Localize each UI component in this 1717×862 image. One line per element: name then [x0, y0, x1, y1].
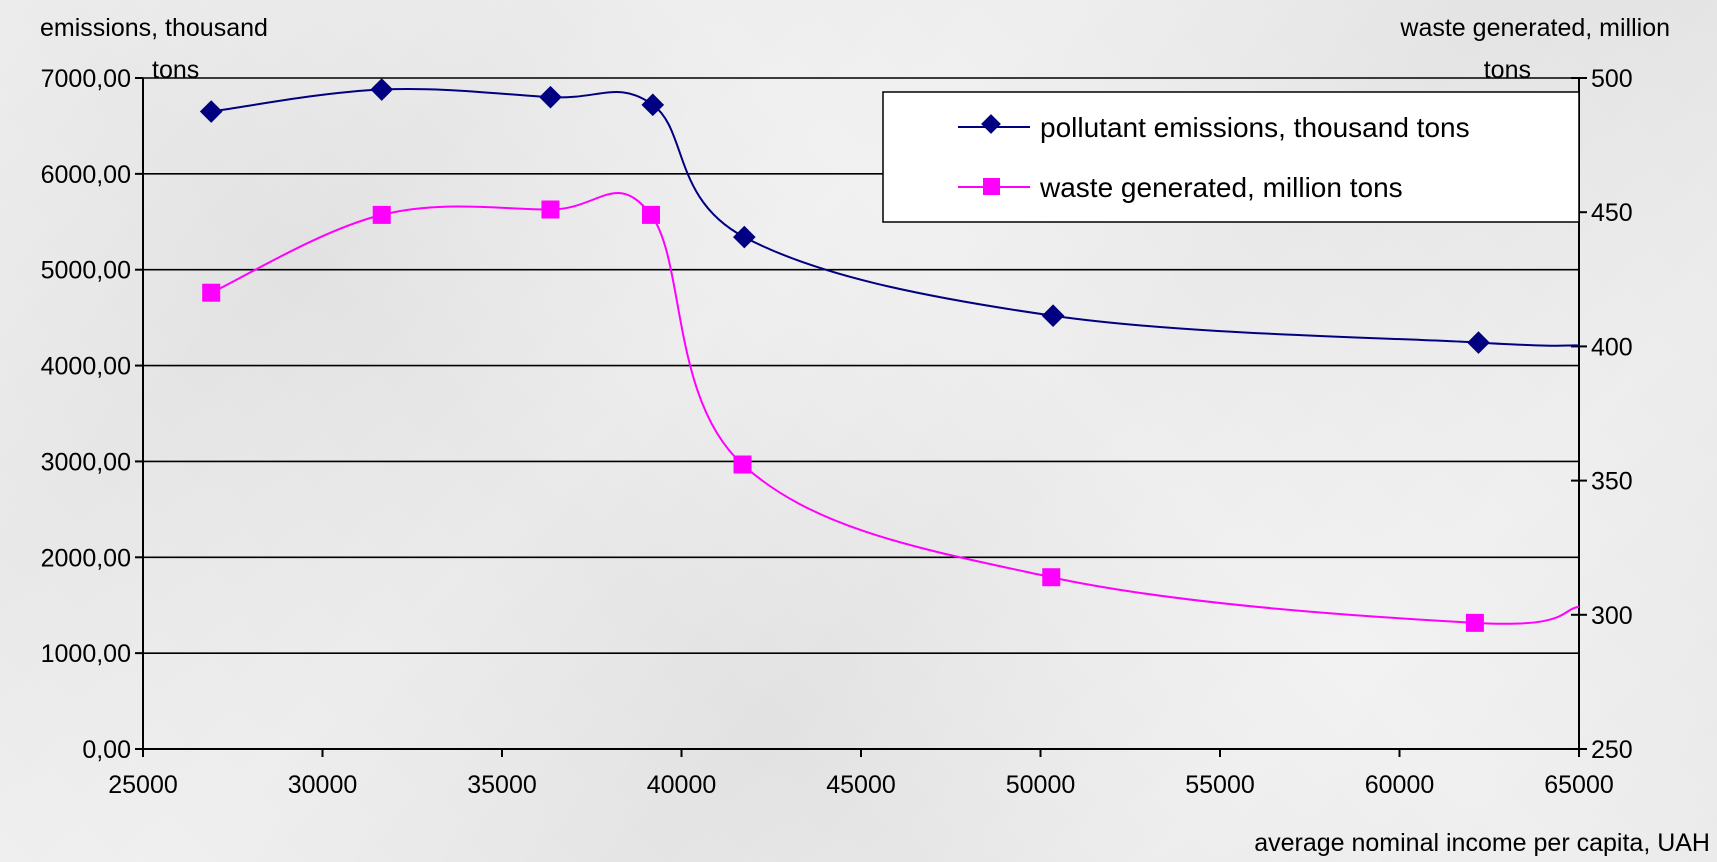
data-point: [539, 85, 562, 109]
x-tick-label: 55000: [1185, 771, 1255, 799]
legend: pollutant emissions, thousand tons waste…: [882, 91, 1580, 223]
legend-label-waste: waste generated, million tons: [1039, 172, 1403, 203]
series-line: [210, 192, 1580, 625]
x-tick-label: 50000: [1006, 771, 1076, 799]
data-point: [1042, 568, 1061, 587]
y-tick-label: 1000,00: [41, 640, 131, 668]
y2-tick-label: 400: [1591, 333, 1633, 361]
y2-tick-label: 350: [1591, 468, 1633, 496]
data-point: [1465, 613, 1484, 632]
x-tick-label: 65000: [1544, 771, 1614, 799]
y-tick-label: 6000,00: [41, 161, 131, 189]
data-point: [370, 78, 394, 101]
x-tick-label: 25000: [108, 771, 178, 799]
data-point: [541, 200, 560, 219]
data-point: [641, 93, 665, 117]
y-tick-label: 2000,00: [41, 544, 131, 572]
series-line: [211, 87, 1580, 347]
x-tick-label: 60000: [1365, 771, 1435, 799]
y-tick-label: 5000,00: [41, 257, 131, 285]
legend-item-emissions: pollutant emissions, thousand tons: [958, 112, 1470, 143]
y-tick-label: 7000,00: [41, 65, 131, 93]
data-point: [733, 225, 756, 249]
y2-tick-label: 500: [1591, 65, 1633, 93]
y-axis-label-continued: tons: [152, 56, 199, 84]
data-point: [641, 205, 660, 224]
x-tick-label: 35000: [467, 771, 537, 799]
data-point: [202, 283, 221, 302]
legend-label-emissions: pollutant emissions, thousand tons: [1040, 112, 1470, 143]
y2-tick-label: 300: [1591, 602, 1633, 630]
y2-tick-label: 250: [1591, 736, 1633, 764]
y-tick-label: 0,00: [82, 736, 131, 764]
y-tick-label: 4000,00: [41, 353, 131, 381]
x-tick-label: 40000: [647, 771, 717, 799]
legend-marker-waste: [983, 178, 1000, 195]
data-point: [1467, 331, 1490, 354]
x-tick-label: 45000: [826, 771, 896, 799]
data-point: [733, 455, 752, 474]
data-point: [199, 100, 223, 123]
y2-tick-label: 450: [1591, 199, 1633, 227]
data-point: [1041, 304, 1065, 328]
y2-axis-label: waste generated, million: [1399, 14, 1670, 42]
y-tick-label: 3000,00: [41, 448, 131, 476]
y-axis-label: emissions, thousand: [40, 14, 268, 42]
series-emissions: [199, 78, 1580, 354]
legend-box: [882, 91, 1580, 223]
series-waste: [202, 192, 1580, 632]
x-axis-label: average nominal income per capita, UAH: [1254, 829, 1710, 857]
data-point: [372, 205, 391, 224]
x-tick-label: 30000: [288, 771, 358, 799]
legend-item-waste: waste generated, million tons: [958, 172, 1403, 203]
y2-axis-label-continued: tons: [1484, 56, 1531, 84]
